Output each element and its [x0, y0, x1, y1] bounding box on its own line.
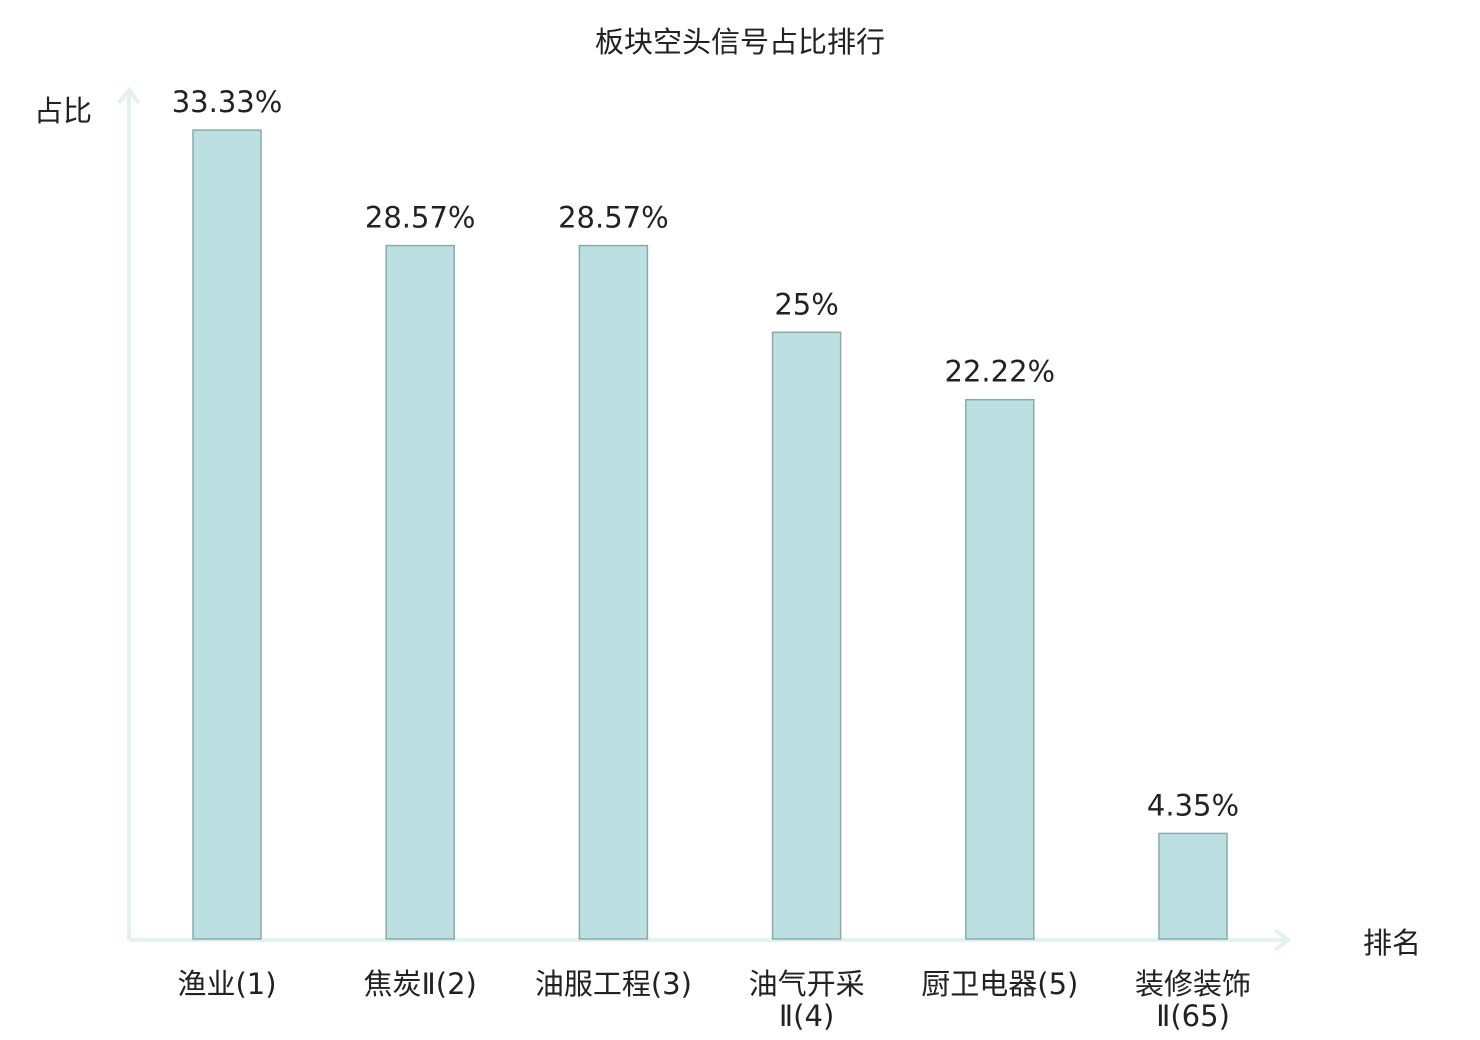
bar [1158, 832, 1228, 940]
x-tick-label: Ⅱ(65) [1156, 999, 1230, 1033]
bar-value-label: 28.57% [558, 201, 669, 235]
bar [578, 244, 649, 940]
y-axis-label: 占比 [34, 94, 92, 128]
x-tick-label: 油服工程(3) [535, 967, 692, 1001]
x-tick-label: 厨卫电器(5) [921, 967, 1078, 1001]
bar [192, 129, 262, 940]
x-tick-label: Ⅱ(4) [779, 999, 834, 1033]
x-tick-label: 油气开采 [749, 967, 865, 1001]
x-axis-label: 排名 [1363, 926, 1421, 960]
bars-group: 33.33% 渔业(1) 28.57% 焦炭Ⅱ(2) 28.57% 油服工程(3) 25% 油… [172, 85, 1251, 1033]
x-tick-label: 渔业(1) [177, 967, 276, 1001]
bar-value-label: 28.57% [365, 201, 476, 235]
bar-value-label: 22.22% [945, 355, 1056, 389]
x-tick-label: 装修装饰 [1135, 967, 1251, 1001]
bar [965, 398, 1035, 940]
y-axis-arrow-icon [117, 86, 141, 105]
bar [385, 244, 455, 940]
bar-value-label: 33.33% [172, 85, 283, 119]
x-tick-label: 焦炭Ⅱ(2) [364, 967, 477, 1001]
bar [771, 331, 842, 940]
bar-value-label: 25% [774, 287, 838, 321]
chart-title: 板块空头信号占比排行 [595, 25, 885, 59]
x-axis-arrow-icon [1273, 928, 1292, 952]
bar-value-label: 4.35% [1147, 788, 1239, 822]
